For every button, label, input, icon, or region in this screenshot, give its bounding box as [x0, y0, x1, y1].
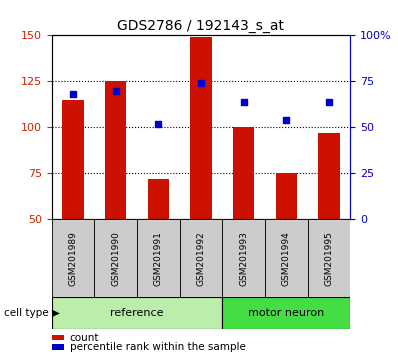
Bar: [52, 344, 64, 350]
Bar: [265, 219, 308, 297]
Bar: [179, 219, 222, 297]
Point: [113, 88, 119, 93]
Text: GSM201993: GSM201993: [239, 231, 248, 286]
Bar: [105, 81, 127, 219]
Bar: [52, 219, 94, 297]
Bar: [94, 219, 137, 297]
Text: count: count: [70, 332, 99, 343]
Point: [240, 99, 247, 104]
Bar: [275, 173, 297, 219]
Bar: [137, 219, 179, 297]
Bar: [190, 37, 212, 219]
Point: [198, 80, 204, 86]
Point: [70, 91, 76, 97]
Bar: [318, 133, 339, 219]
Point: [283, 117, 289, 123]
Bar: [233, 127, 254, 219]
Text: GSM201995: GSM201995: [324, 231, 334, 286]
Bar: [52, 297, 222, 329]
Text: motor neuron: motor neuron: [248, 308, 324, 318]
Text: reference: reference: [110, 308, 164, 318]
Text: GSM201990: GSM201990: [111, 231, 120, 286]
Text: GSM201992: GSM201992: [197, 231, 205, 286]
Bar: [148, 179, 169, 219]
Point: [326, 99, 332, 104]
Point: [155, 121, 162, 127]
Bar: [222, 219, 265, 297]
Bar: [52, 335, 64, 340]
Text: GSM201991: GSM201991: [154, 231, 163, 286]
Text: percentile rank within the sample: percentile rank within the sample: [70, 342, 246, 352]
Text: GSM201989: GSM201989: [68, 231, 78, 286]
Bar: [222, 297, 350, 329]
Text: cell type ▶: cell type ▶: [4, 308, 60, 318]
Title: GDS2786 / 192143_s_at: GDS2786 / 192143_s_at: [117, 19, 285, 33]
Bar: [308, 219, 350, 297]
Text: GSM201994: GSM201994: [282, 231, 291, 286]
Bar: [62, 100, 84, 219]
